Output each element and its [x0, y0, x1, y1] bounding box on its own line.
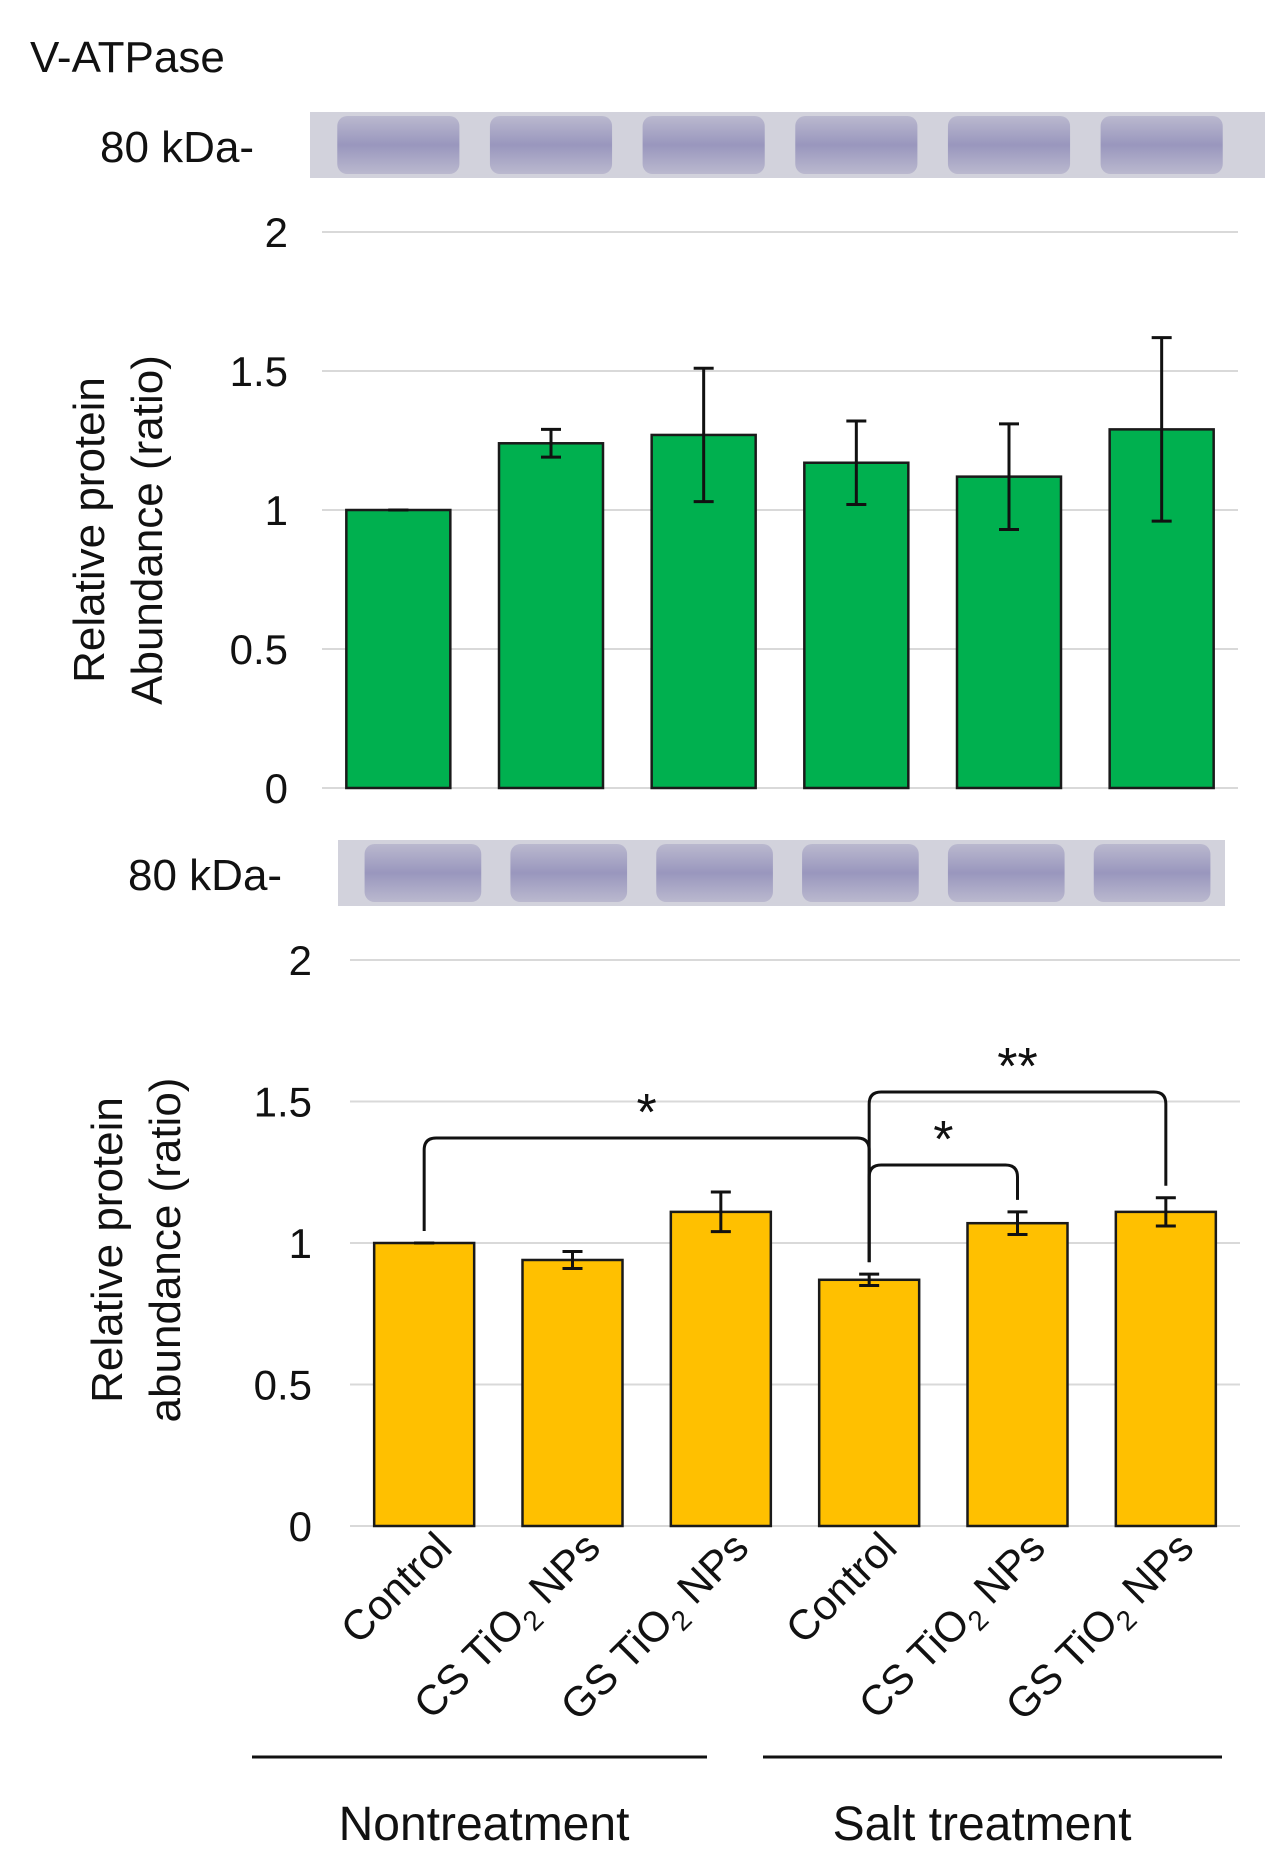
- significance-marker: *: [637, 1084, 657, 1142]
- bottom-blot-band: [364, 844, 482, 902]
- top-bar: [497, 442, 605, 790]
- x-tick-label: Control: [332, 1523, 461, 1652]
- bottom-bar: [521, 1258, 624, 1528]
- top-blot-band: [337, 116, 460, 174]
- bottom-ytick-label: 1: [289, 1220, 312, 1267]
- salt-treatment-label: Salt treatment: [833, 1798, 1132, 1851]
- top-blot: 80 kDa-: [100, 112, 1265, 178]
- significance-marker: *: [933, 1111, 953, 1169]
- top-blot-band: [795, 116, 918, 174]
- top-blot-band: [489, 116, 613, 174]
- bottom-blot-band: [947, 844, 1065, 902]
- top-ylabel-line1: Relative protein: [65, 377, 114, 683]
- top-blot-band: [642, 116, 765, 174]
- top-ytick-label: 0: [265, 765, 288, 812]
- bottom-chart: 0 0.5 1 1.5 2 Relative protein abundance (ra…: [83, 937, 1240, 1729]
- bottom-blot-marker: 80 kDa-: [128, 851, 282, 900]
- bottom-blot-band: [1093, 844, 1211, 902]
- bottom-bar: [966, 1221, 1069, 1528]
- bottom-blot-band: [802, 844, 919, 902]
- bottom-ylabel-line1: Relative protein: [83, 1097, 132, 1403]
- bottom-blot: 80 kDa-: [128, 840, 1225, 906]
- protein-title: V-ATPase: [30, 33, 225, 82]
- bottom-bar: [1114, 1210, 1218, 1528]
- bottom-bar: [817, 1278, 921, 1528]
- top-chart: 0 0.5 1 1.5 2 Relative protein Abundance (ra…: [65, 209, 1238, 812]
- group-brackets: Nontreatment Salt treatment: [252, 1755, 1222, 1851]
- bottom-bar: [372, 1241, 476, 1528]
- bottom-ytick-label: 2: [289, 937, 312, 984]
- top-ytick-label: 2: [265, 209, 288, 256]
- top-ylabel-line2: Abundance (ratio): [123, 355, 172, 705]
- bottom-ytick-label: 0.5: [254, 1362, 312, 1409]
- bottom-ytick-label: 1.5: [254, 1079, 312, 1126]
- top-blot-band: [1100, 116, 1223, 174]
- bottom-ytick-label: 0: [289, 1503, 312, 1550]
- top-blot-marker: 80 kDa-: [100, 123, 254, 172]
- top-ytick-label: 1: [265, 487, 288, 534]
- bottom-bar: [669, 1210, 773, 1528]
- significance-bracket: [867, 1090, 1168, 1263]
- top-blot-band: [947, 116, 1071, 174]
- top-ytick-label: 1.5: [230, 348, 288, 395]
- significance-marker: **: [997, 1038, 1037, 1096]
- bottom-ylabel-line2: abundance (ratio): [141, 1078, 190, 1423]
- top-ytick-label: 0.5: [230, 626, 288, 673]
- x-tick-label: Control: [777, 1523, 906, 1652]
- bottom-blot-membrane: [338, 840, 1225, 906]
- bottom-blot-band: [656, 844, 773, 902]
- nontreatment-label: Nontreatment: [339, 1798, 630, 1851]
- top-bar: [803, 461, 910, 790]
- bottom-blot-band: [510, 844, 628, 902]
- top-bar: [345, 508, 452, 790]
